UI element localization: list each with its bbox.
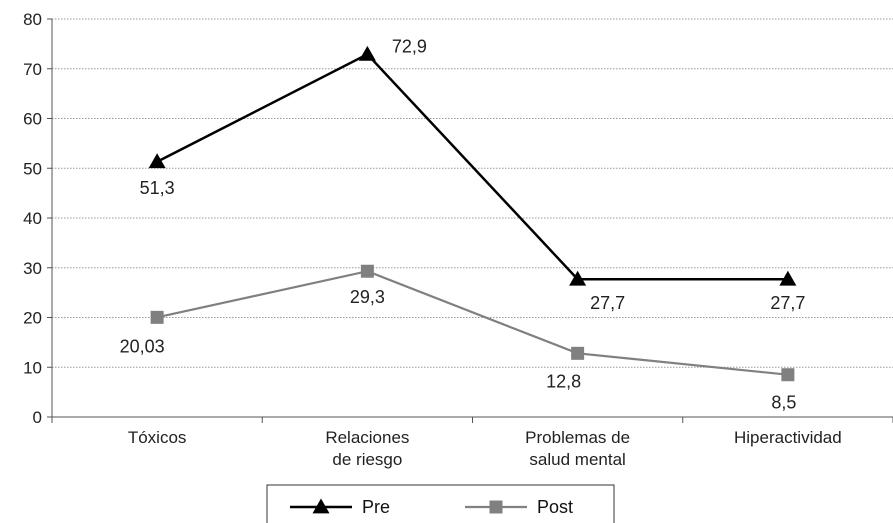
legend-label-pre: Pre — [362, 497, 390, 517]
legend-label-post: Post — [537, 497, 573, 517]
point-post — [150, 310, 164, 324]
legend-marker-pre — [312, 498, 330, 514]
point-pre — [148, 153, 166, 169]
x-category-label-line: Tóxicos — [128, 428, 187, 447]
x-category-label-line: de riesgo — [332, 450, 402, 469]
x-category-label: Relaciones de riesgo — [325, 428, 409, 469]
x-category-label: Problemas de salud mental — [525, 428, 630, 469]
data-label-post: 29,3 — [350, 287, 385, 307]
x-category-label: Tóxicos — [128, 428, 187, 447]
x-category-label-line: Hiperactividad — [734, 428, 842, 447]
axes: 0 10 20 30 40 50 60 70 80 Tóxicos Relaciones de rie… — [23, 10, 893, 469]
y-tick-label: 0 — [33, 408, 42, 427]
y-tick-label: 40 — [23, 209, 42, 228]
point-post — [571, 346, 585, 360]
data-label-pre: 51,3 — [140, 178, 175, 198]
point-post — [781, 368, 795, 382]
point-pre — [569, 270, 587, 286]
x-category-label-line: Problemas de — [525, 428, 630, 447]
y-tick-label: 30 — [23, 259, 42, 278]
grid-lines — [52, 18, 893, 368]
data-label-post: 12,8 — [546, 371, 581, 391]
x-category-label: Hiperactividad — [734, 428, 842, 447]
data-label-pre: 27,7 — [770, 293, 805, 313]
x-category-label-line: salud mental — [529, 450, 625, 469]
data-label-post: 8,5 — [771, 393, 796, 413]
y-tick-label: 20 — [23, 309, 42, 328]
point-pre — [779, 270, 797, 286]
series-line-post — [156, 270, 788, 376]
data-label-post: 20,03 — [120, 336, 165, 356]
legend: Pre Post — [266, 484, 615, 523]
series-lines — [148, 45, 797, 382]
data-label-pre: 27,7 — [590, 293, 625, 313]
y-tick-label: 50 — [23, 159, 42, 178]
data-label-pre: 72,9 — [392, 36, 427, 56]
legend-box — [266, 484, 615, 523]
legend-marker-post — [489, 500, 503, 514]
x-category-label-line: Relaciones — [325, 428, 409, 447]
point-pre — [358, 45, 376, 61]
data-labels: 51,3 72,9 27,7 27,7 20,03 29,3 12,8 8,5 — [120, 36, 806, 412]
y-tick-label: 60 — [23, 110, 42, 129]
y-tick-label: 80 — [23, 10, 42, 29]
y-tick-label: 10 — [23, 358, 42, 377]
y-tick-label: 70 — [23, 60, 42, 79]
series-line-pre — [156, 52, 788, 281]
point-post — [360, 264, 374, 278]
